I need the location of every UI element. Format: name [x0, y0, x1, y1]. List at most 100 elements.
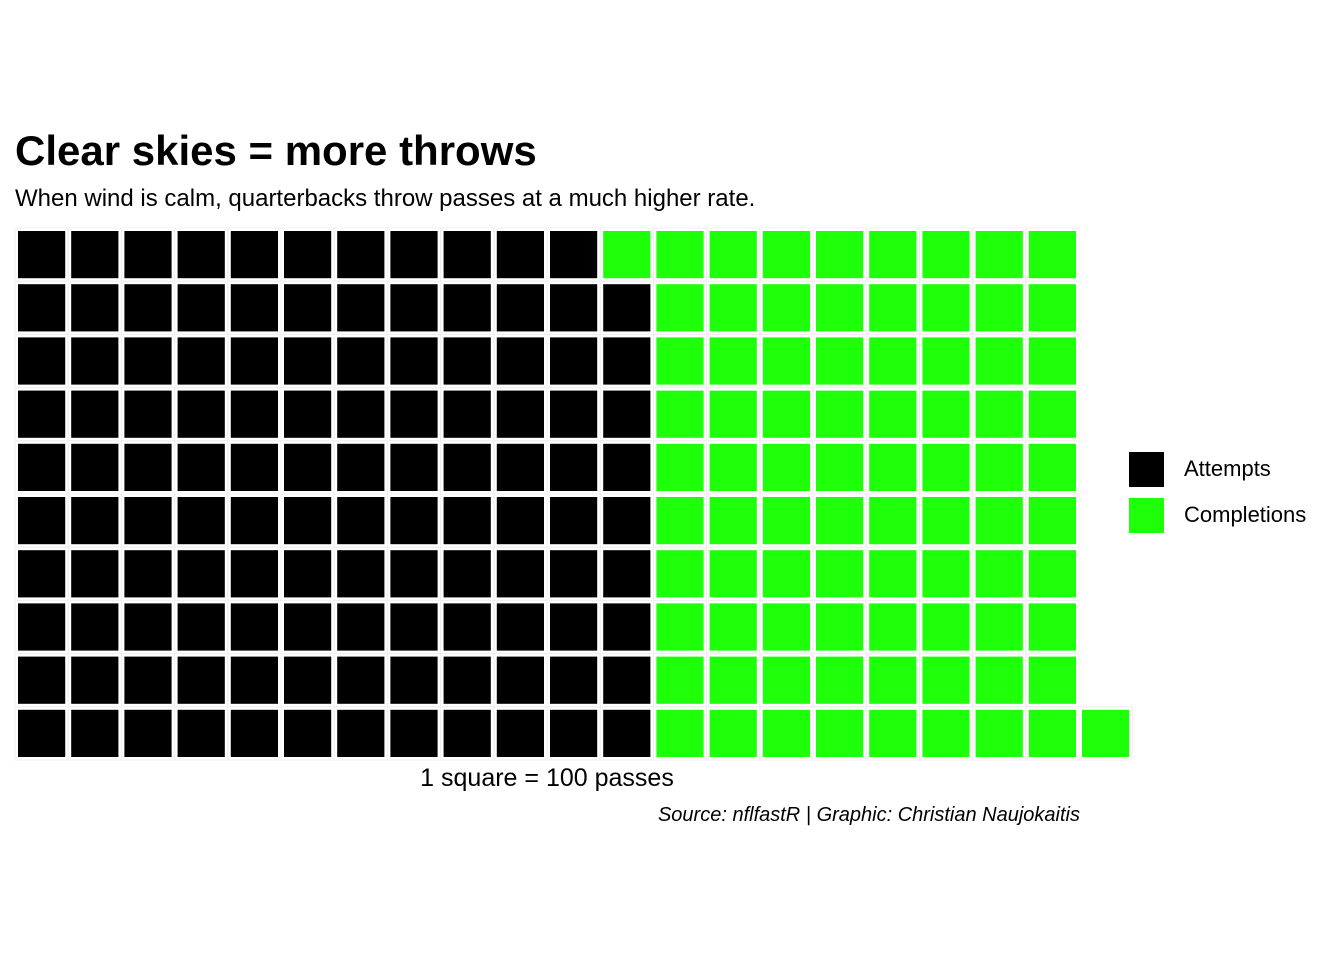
waffle-square-attempts: [603, 284, 651, 332]
waffle-square-completions: [656, 443, 704, 491]
waffle-square-attempts: [284, 709, 332, 757]
waffle-square-completions: [869, 390, 917, 438]
waffle-square-attempts: [390, 497, 438, 545]
waffle-square-attempts: [603, 550, 651, 598]
waffle-cell-outline: [1078, 706, 1133, 761]
waffle-square-completions: [975, 550, 1023, 598]
waffle-square-completions: [709, 603, 757, 651]
waffle-square-completions: [816, 656, 864, 704]
waffle-square-attempts: [443, 284, 491, 332]
waffle-square-completions: [869, 443, 917, 491]
waffle-square-attempts: [496, 390, 544, 438]
waffle-square-completions: [975, 656, 1023, 704]
waffle-square-completions: [869, 550, 917, 598]
waffle-square-attempts: [496, 337, 544, 385]
waffle-square-completions: [869, 497, 917, 545]
waffle-square-completions: [869, 231, 917, 279]
waffle-square-completions: [816, 231, 864, 279]
waffle-square-attempts: [337, 550, 385, 598]
waffle-square-attempts: [71, 550, 119, 598]
waffle-square-attempts: [124, 603, 172, 651]
waffle-square-completions: [1028, 497, 1076, 545]
waffle-square-completions: [1028, 603, 1076, 651]
waffle-square-attempts: [337, 497, 385, 545]
waffle-square-completions: [656, 603, 704, 651]
waffle-square-attempts: [337, 443, 385, 491]
waffle-square-completions: [975, 443, 1023, 491]
waffle-square-completions: [762, 497, 810, 545]
waffle-square-completions: [709, 443, 757, 491]
waffle-square-completions: [762, 337, 810, 385]
waffle-square-attempts: [337, 709, 385, 757]
waffle-square-attempts: [603, 337, 651, 385]
waffle-square-attempts: [496, 656, 544, 704]
waffle-square-attempts: [177, 603, 225, 651]
waffle-square-attempts: [124, 550, 172, 598]
waffle-square-attempts: [390, 231, 438, 279]
waffle-square-completions: [709, 337, 757, 385]
waffle-square-attempts: [177, 231, 225, 279]
waffle-square-attempts: [390, 709, 438, 757]
waffle-square-completions: [709, 284, 757, 332]
waffle-square-attempts: [550, 443, 598, 491]
waffle-square-completions: [656, 497, 704, 545]
waffle-square-attempts: [71, 497, 119, 545]
waffle-square-attempts: [443, 497, 491, 545]
waffle-square-attempts: [124, 390, 172, 438]
waffle-square-completions: [762, 709, 810, 757]
waffle-square-attempts: [496, 709, 544, 757]
waffle-square-attempts: [230, 284, 278, 332]
waffle-square-attempts: [177, 443, 225, 491]
waffle-square-attempts: [71, 390, 119, 438]
waffle-square-attempts: [71, 709, 119, 757]
waffle-square-attempts: [284, 497, 332, 545]
waffle-square-attempts: [550, 656, 598, 704]
waffle-square-attempts: [603, 443, 651, 491]
waffle-square-completions: [975, 231, 1023, 279]
waffle-square-attempts: [550, 709, 598, 757]
waffle-square-completions: [975, 284, 1023, 332]
waffle-square-completions: [656, 390, 704, 438]
waffle-square-attempts: [550, 284, 598, 332]
chart-title: Clear skies = more throws: [15, 127, 537, 174]
waffle-square-attempts: [603, 656, 651, 704]
waffle-square-attempts: [550, 390, 598, 438]
waffle-square-completions: [762, 603, 810, 651]
waffle-square-attempts: [18, 443, 66, 491]
waffle-square-completions: [975, 709, 1023, 757]
waffle-square-attempts: [390, 603, 438, 651]
legend-label-completions: Completions: [1184, 502, 1307, 527]
waffle-square-attempts: [177, 337, 225, 385]
waffle-square-attempts: [18, 337, 66, 385]
legend: Attempts Completions: [1129, 451, 1306, 543]
waffle-square-attempts: [18, 603, 66, 651]
waffle-square-attempts: [230, 390, 278, 438]
waffle-square-attempts: [284, 603, 332, 651]
waffle-square-attempts: [71, 284, 119, 332]
x-axis-label: 1 square = 100 passes: [420, 764, 674, 792]
waffle-square-completions: [1028, 390, 1076, 438]
waffle-square-attempts: [124, 497, 172, 545]
waffle-square-attempts: [177, 284, 225, 332]
waffle-square-completions: [656, 231, 704, 279]
waffle-square-attempts: [443, 656, 491, 704]
legend-label-attempts: Attempts: [1184, 456, 1271, 481]
waffle-square-attempts: [443, 231, 491, 279]
waffle-square-attempts: [230, 443, 278, 491]
waffle-square-attempts: [337, 231, 385, 279]
waffle-square-completions: [922, 550, 970, 598]
waffle-square-attempts: [603, 390, 651, 438]
waffle-cell-outline: [1025, 227, 1080, 282]
waffle-square-completions: [816, 390, 864, 438]
waffle-square-attempts: [71, 656, 119, 704]
waffle-square-completions: [869, 337, 917, 385]
waffle-square-completions: [1028, 709, 1076, 757]
waffle-square-completions: [975, 497, 1023, 545]
waffle-square-completions: [762, 390, 810, 438]
waffle-square-completions: [869, 603, 917, 651]
waffle-square-attempts: [230, 550, 278, 598]
waffle-square-completions: [1028, 550, 1076, 598]
waffle-square-attempts: [124, 337, 172, 385]
waffle-square-attempts: [496, 284, 544, 332]
legend-item-attempts: Attempts: [1129, 451, 1306, 487]
